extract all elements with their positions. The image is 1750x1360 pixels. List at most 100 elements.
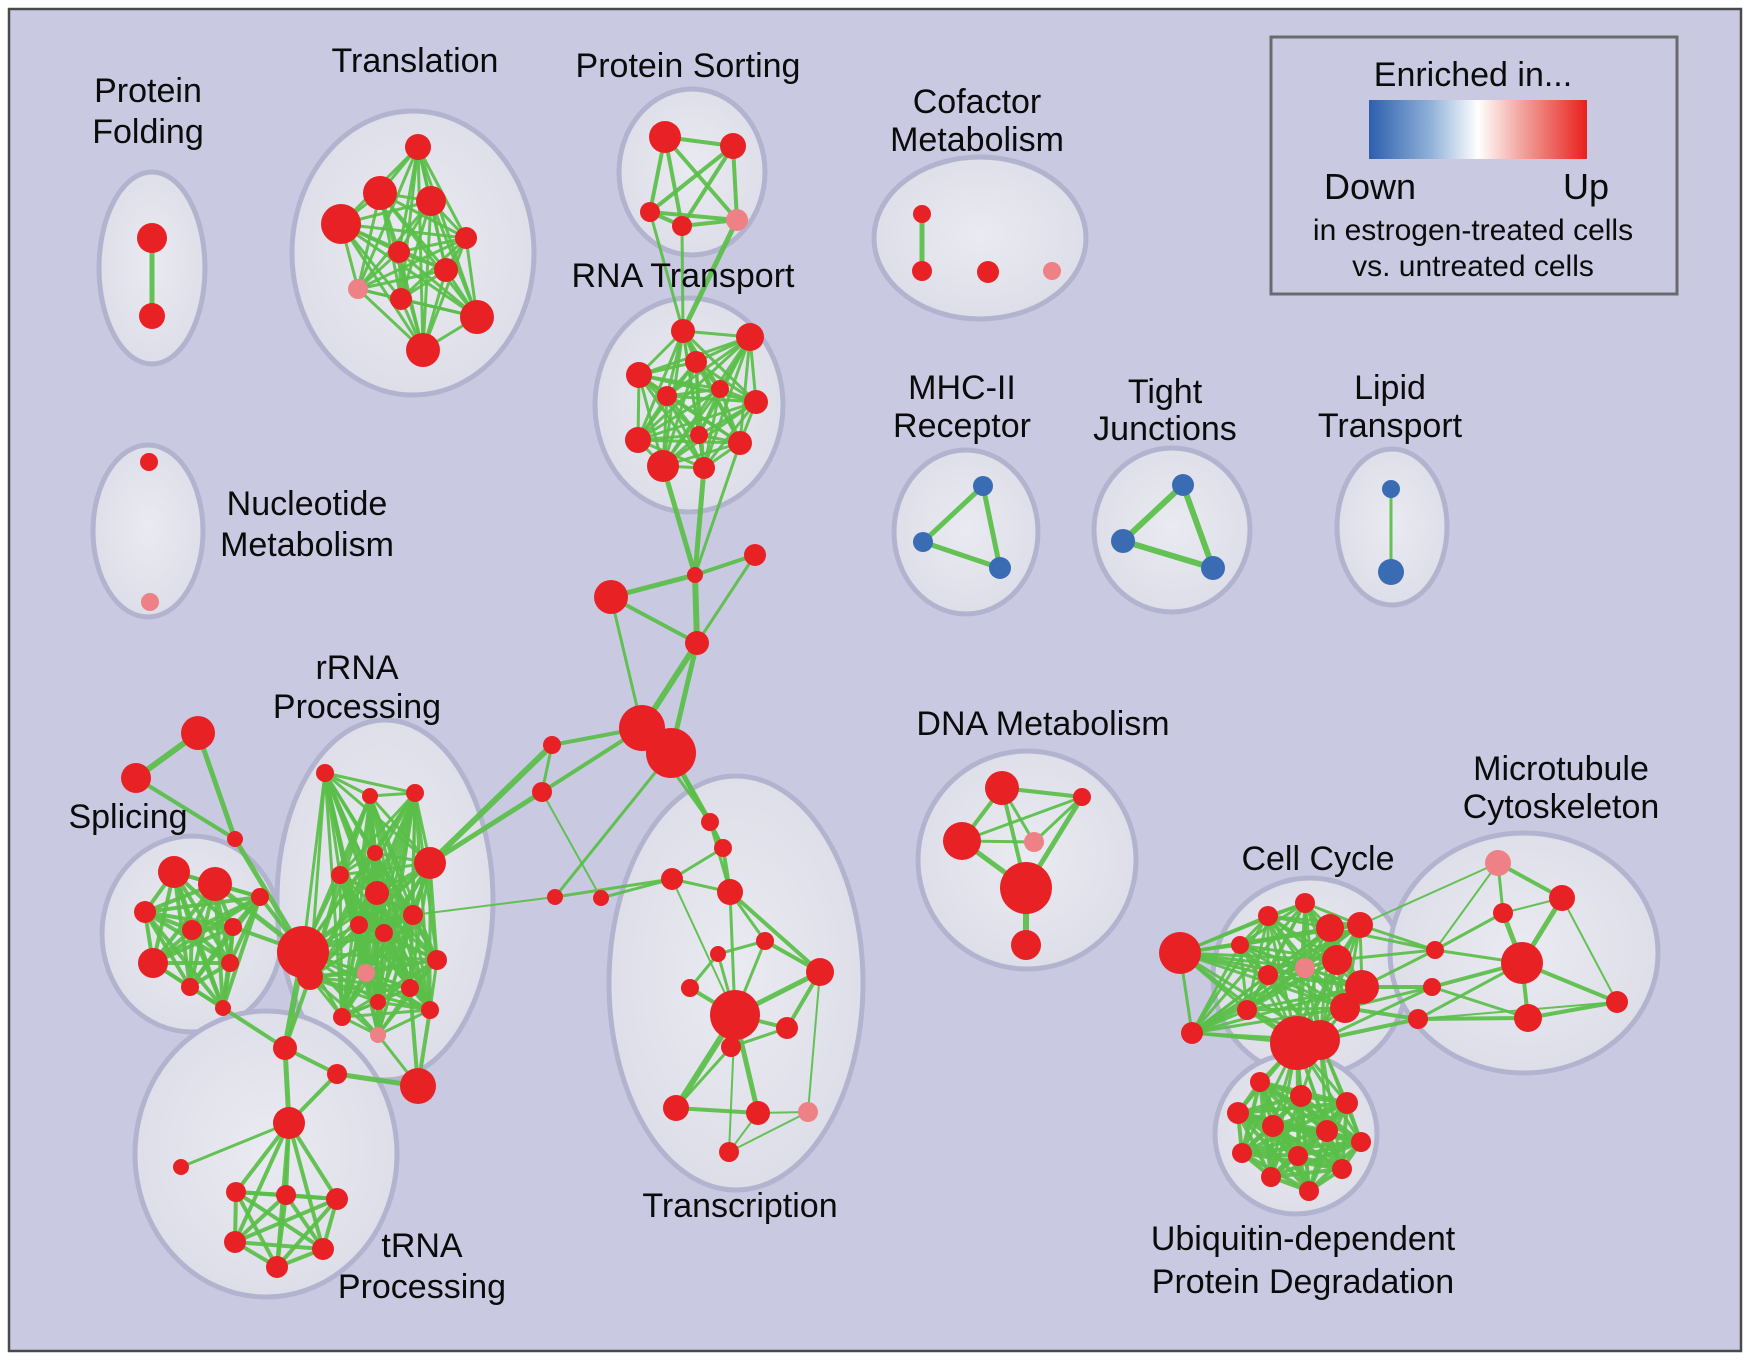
network-node	[134, 901, 156, 923]
cluster-ellipse-mhc-ii-receptor	[891, 447, 1041, 617]
network-node	[657, 386, 677, 406]
network-edge	[1434, 862, 1499, 951]
network-node	[1111, 529, 1135, 553]
network-edge	[541, 791, 602, 899]
network-edge	[1238, 943, 1249, 1012]
network-node	[1316, 914, 1344, 942]
network-nodes-layer	[121, 121, 1628, 1278]
network-node	[744, 390, 768, 414]
cluster-label-lipid-transport: Lipid	[1354, 369, 1426, 407]
network-edge	[1433, 911, 1505, 952]
network-node	[736, 323, 764, 351]
network-node	[1258, 965, 1278, 985]
network-node	[181, 716, 215, 750]
network-node	[273, 1107, 305, 1139]
network-edge	[1032, 795, 1084, 844]
network-edge	[427, 789, 545, 866]
network-edge	[637, 373, 706, 470]
network-node	[710, 946, 726, 962]
network-edge	[179, 1121, 291, 1169]
network-node	[1382, 480, 1400, 498]
network-edge	[1526, 1000, 1619, 1020]
cluster-label-nucleotide-metabolism: Metabolism	[220, 526, 394, 564]
network-edge	[1328, 926, 1437, 952]
network-node	[316, 764, 334, 782]
network-node	[198, 867, 232, 901]
network-node	[1295, 958, 1315, 978]
network-edge	[1430, 985, 1530, 1020]
network-node	[1181, 1022, 1203, 1044]
network-edge	[680, 217, 740, 334]
network-node	[681, 979, 699, 997]
network-edge	[233, 1193, 288, 1244]
legend-caption-line1: in estrogen-treated cells	[1313, 214, 1633, 247]
network-edge	[412, 896, 556, 916]
network-edge	[134, 776, 237, 841]
network-node	[421, 1001, 439, 1019]
network-edge	[233, 1197, 339, 1244]
network-edge	[738, 335, 752, 445]
network-edge	[1245, 985, 1364, 1012]
network-node	[367, 845, 383, 861]
network-edge	[980, 483, 1003, 571]
network-node	[1227, 1102, 1249, 1124]
network-node	[1330, 993, 1360, 1023]
network-edge	[1180, 482, 1216, 571]
network-node	[1347, 912, 1373, 938]
network-node	[710, 990, 760, 1040]
network-edge	[1236, 1101, 1349, 1115]
network-edge	[1266, 923, 1362, 977]
network-node	[434, 258, 458, 282]
network-node	[672, 216, 692, 236]
network-edge	[195, 730, 238, 842]
network-node	[1232, 1143, 1252, 1163]
network-edge	[1245, 926, 1332, 1012]
network-node	[626, 362, 652, 388]
network-edge	[143, 910, 225, 1010]
network-node	[139, 303, 165, 329]
cluster-label-nucleotide-metabolism: Nucleotide	[227, 485, 388, 523]
network-edge	[920, 539, 1003, 571]
network-edge	[233, 1121, 291, 1244]
network-node	[321, 204, 361, 244]
network-node	[370, 994, 386, 1010]
network-edge	[1358, 923, 1437, 952]
cluster-label-tight-junctions: Junctions	[1093, 410, 1237, 448]
network-node	[1262, 1115, 1284, 1137]
cluster-ellipse-nucleotide-metabolism	[90, 442, 206, 620]
network-edge	[1120, 482, 1186, 544]
network-node	[390, 288, 412, 310]
network-node	[141, 593, 159, 611]
network-edge	[397, 236, 468, 254]
network-edge	[1318, 985, 1434, 1042]
network-node	[221, 954, 239, 972]
network-edge	[1240, 1129, 1329, 1155]
legend-box	[1269, 35, 1679, 296]
network-node	[460, 300, 494, 334]
network-node	[701, 813, 719, 831]
network-edge	[663, 135, 739, 222]
cluster-label-protein-folding: Protein	[94, 72, 202, 110]
cluster-label-rrna-processing: Processing	[273, 688, 441, 726]
network-node	[1258, 906, 1278, 926]
network-node	[1493, 903, 1513, 923]
cluster-label-protein-folding: Folding	[92, 113, 204, 151]
network-edge	[1190, 973, 1270, 1035]
network-node	[671, 319, 695, 343]
network-node	[640, 202, 660, 222]
network-edge	[1335, 948, 1437, 962]
network-node	[1024, 832, 1044, 852]
network-edge	[1318, 1038, 1344, 1171]
network-edge	[172, 870, 192, 989]
network-edge	[553, 751, 673, 899]
network-node	[543, 736, 561, 754]
network-node	[547, 889, 563, 905]
network-edge	[234, 1190, 279, 1269]
network-edge	[636, 329, 685, 442]
network-edge	[1190, 901, 1307, 1035]
network-edge	[340, 958, 439, 1019]
network-edge	[692, 465, 707, 578]
cluster-label-transcription: Transcription	[642, 1187, 837, 1225]
network-node	[375, 924, 393, 942]
